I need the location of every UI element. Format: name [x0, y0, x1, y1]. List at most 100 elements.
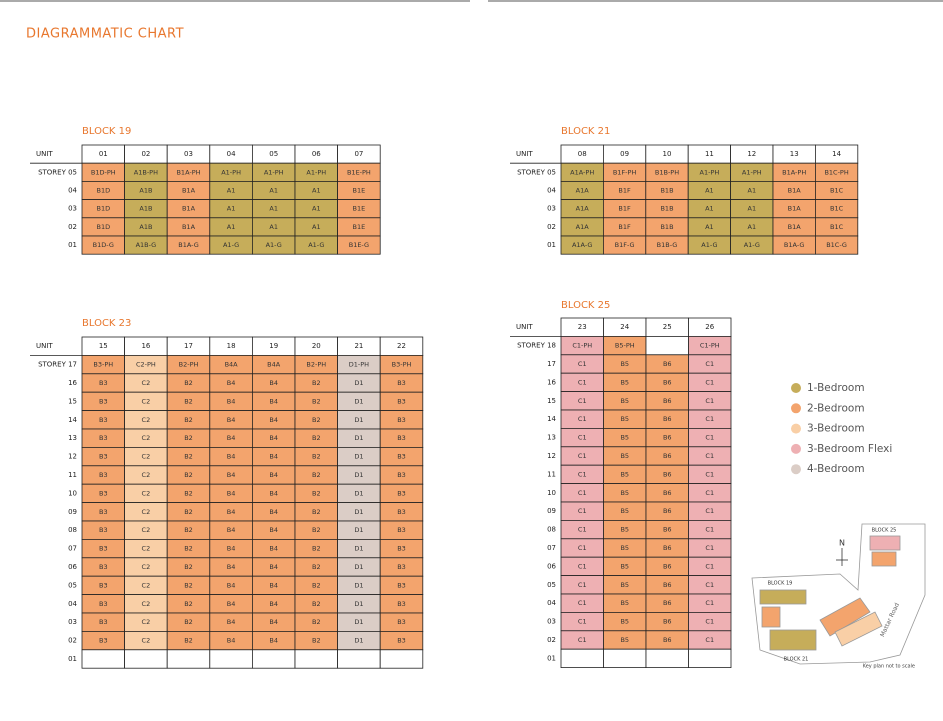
unit-cell [166, 649, 211, 669]
unit-type: C2 [142, 581, 151, 589]
unit-type: C1 [705, 415, 714, 423]
storey-label: 10 [68, 489, 77, 497]
unit-type: B3 [397, 508, 406, 516]
unit-type: C2 [142, 600, 151, 608]
unit-cell [81, 649, 125, 669]
storey-label: 01 [547, 241, 556, 249]
unit-type: B1F-PH [613, 168, 637, 176]
legend-label: 3-Bedroom [807, 423, 865, 435]
unit-number: 13 [790, 150, 799, 158]
unit-type: B4 [269, 545, 278, 553]
unit-cell [124, 649, 168, 669]
unit-type: C1 [578, 489, 587, 497]
unit-type: A1 [705, 223, 714, 231]
unit-type: B2 [312, 563, 321, 571]
unit-type: C1 [705, 360, 714, 368]
unit-type: D1 [354, 581, 363, 589]
unit-number: 25 [663, 323, 672, 331]
block-shape [871, 551, 897, 567]
storey-label: STOREY 05 [517, 168, 556, 176]
unit-number: 24 [620, 323, 629, 331]
unit-type: B1E [353, 187, 366, 195]
unit-type: B5 [620, 526, 629, 534]
unit-type: A1A-G [572, 241, 593, 249]
unit-type: C1 [705, 452, 714, 460]
unit-type: D1 [354, 637, 363, 645]
unit-type: B4 [269, 489, 278, 497]
unit-type: B4 [227, 600, 236, 608]
unit-type: B5 [620, 636, 629, 644]
storey-label: 13 [547, 434, 556, 442]
unit-type: B5 [620, 415, 629, 423]
key-plan [751, 523, 926, 665]
legend-swatch [791, 383, 801, 393]
storey-label: 08 [68, 526, 77, 534]
storey-label: 01 [547, 654, 556, 662]
storey-label: STOREY 18 [517, 342, 556, 350]
unit-type: B1C [830, 223, 844, 231]
unit-type: C1 [578, 562, 587, 570]
unit-number: 19 [269, 342, 278, 350]
unit-type: D1 [354, 526, 363, 534]
storey-label: 06 [547, 562, 556, 570]
unit-type: D1 [354, 489, 363, 497]
storey-label: STOREY 17 [38, 361, 77, 369]
unit-type: B4 [269, 637, 278, 645]
unit-cell [251, 649, 296, 669]
unit-type: C1 [705, 397, 714, 405]
unit-type: C1-PH [700, 342, 720, 350]
legend-swatch [791, 443, 801, 454]
unit-type: B1B [660, 187, 673, 195]
unit-type: B6 [663, 544, 672, 552]
unit-type: B1A [182, 187, 196, 195]
unit-number: 06 [312, 150, 321, 158]
unit-type: B6 [663, 489, 672, 497]
unit-type: D1 [354, 379, 363, 387]
unit-type: C1 [578, 415, 587, 423]
unit-type: C1 [705, 489, 714, 497]
unit-type: A1A-PH [570, 168, 594, 176]
unit-type: B1F [618, 187, 631, 195]
unit-type: B2-PH [306, 361, 326, 369]
unit-type: B1F [618, 205, 631, 213]
unit-type: A1 [748, 187, 757, 195]
unit-type: B4 [269, 618, 278, 626]
unit-cell [294, 649, 338, 669]
unit-cell [688, 648, 732, 669]
legend-swatch [791, 423, 801, 434]
unit-type: B3 [99, 508, 108, 516]
unit-type: A1-G [744, 241, 760, 249]
unit-type: A1 [312, 187, 321, 195]
storey-label: 04 [68, 600, 77, 608]
storey-label: 04 [547, 187, 556, 195]
unit-type: B3 [99, 416, 108, 424]
unit-type: B3 [99, 618, 108, 626]
unit-number: 17 [184, 342, 193, 350]
unit-type: B3-PH [93, 361, 113, 369]
unit-type: B4 [227, 581, 236, 589]
storey-label: 03 [68, 618, 77, 626]
unit-cell [379, 649, 424, 669]
unit-type: B1C [830, 187, 844, 195]
unit-type: B5-PH [615, 342, 635, 350]
unit-type: B1A-PH [782, 168, 806, 176]
block-shape [761, 606, 781, 628]
unit-type: C1 [578, 618, 587, 626]
unit-type: B3 [397, 434, 406, 442]
storey-label: 04 [68, 187, 77, 195]
unit-type: B2 [312, 397, 321, 405]
unit-type: B2 [184, 508, 193, 516]
unit-number: 04 [227, 150, 236, 158]
unit-type: A1-PH [742, 168, 762, 176]
unit-number: 10 [663, 150, 672, 158]
storey-label: 17 [547, 360, 556, 368]
unit-type: B2 [312, 618, 321, 626]
unit-type: B1D [96, 223, 110, 231]
unit-type: A1 [269, 187, 278, 195]
unit-type: B4 [269, 471, 278, 479]
block-shape [834, 611, 883, 647]
unit-cell [645, 335, 689, 356]
unit-type: B6 [663, 397, 672, 405]
unit-type: B1D [96, 205, 110, 213]
unit-type: B3 [99, 637, 108, 645]
